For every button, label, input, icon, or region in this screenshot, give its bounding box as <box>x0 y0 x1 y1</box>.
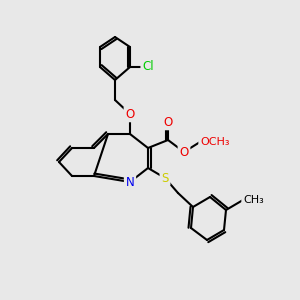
Text: O: O <box>125 107 135 121</box>
Text: CH₃: CH₃ <box>243 195 264 205</box>
Text: Cl: Cl <box>142 61 154 74</box>
Text: S: S <box>161 172 169 184</box>
Text: OCH₃: OCH₃ <box>200 137 230 147</box>
Text: N: N <box>126 176 134 188</box>
Text: O: O <box>179 146 189 158</box>
Text: O: O <box>164 116 172 128</box>
